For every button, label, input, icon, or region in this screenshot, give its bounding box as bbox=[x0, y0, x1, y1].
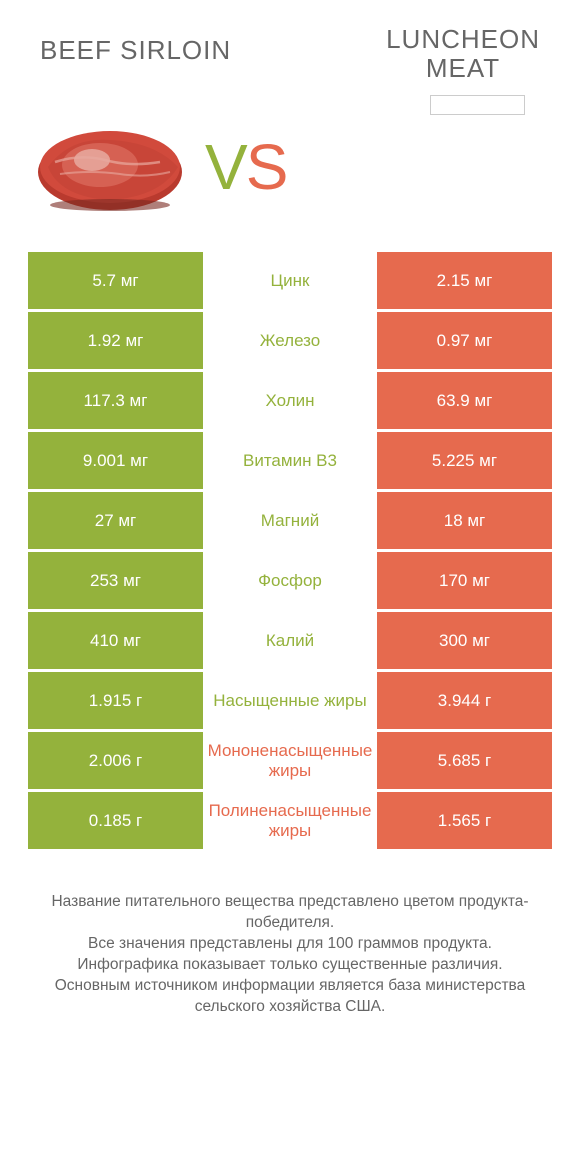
footer-line3: Инфографика показывает только существенн… bbox=[20, 955, 560, 976]
cell-nutrient: Железо bbox=[203, 312, 377, 369]
cell-nutrient: Холин bbox=[203, 372, 377, 429]
cell-right: 3.944 г bbox=[377, 672, 552, 729]
cell-right: 63.9 мг bbox=[377, 372, 552, 429]
cell-nutrient: Калий bbox=[203, 612, 377, 669]
cell-nutrient: Магний bbox=[203, 492, 377, 549]
cell-nutrient: Насыщенные жиры bbox=[203, 672, 377, 729]
cell-right: 170 мг bbox=[377, 552, 552, 609]
cell-left: 5.7 мг bbox=[28, 252, 203, 309]
beef-sirloin-image bbox=[30, 112, 190, 222]
comparison-table: 5.7 мгЦинк2.15 мг1.92 мгЖелезо0.97 мг117… bbox=[28, 252, 552, 849]
footer-line4: Основным источником информации является … bbox=[20, 976, 560, 1018]
cell-left: 27 мг bbox=[28, 492, 203, 549]
cell-nutrient: Мононенасыщенные жиры bbox=[203, 732, 377, 789]
title-left: Beef Sirloin bbox=[40, 25, 231, 66]
cell-left: 9.001 мг bbox=[28, 432, 203, 489]
footer-line1: Название питательного вещества представл… bbox=[20, 892, 560, 934]
cell-left: 253 мг bbox=[28, 552, 203, 609]
cell-left: 1.92 мг bbox=[28, 312, 203, 369]
table-row: 1.92 мгЖелезо0.97 мг bbox=[28, 312, 552, 369]
cell-nutrient: Фосфор bbox=[203, 552, 377, 609]
cell-left: 117.3 мг bbox=[28, 372, 203, 429]
cell-right: 18 мг bbox=[377, 492, 552, 549]
table-row: 27 мгМагний18 мг bbox=[28, 492, 552, 549]
vs-s: S bbox=[246, 131, 287, 203]
cell-nutrient: Витамин B3 bbox=[203, 432, 377, 489]
title-right: Luncheon Meat bbox=[386, 25, 540, 82]
vs-label: VS bbox=[205, 130, 286, 204]
table-row: 1.915 гНасыщенные жиры3.944 г bbox=[28, 672, 552, 729]
cell-nutrient: Цинк bbox=[203, 252, 377, 309]
footer-notes: Название питательного вещества представл… bbox=[0, 852, 580, 1018]
title-right-line2: Meat bbox=[426, 53, 500, 83]
cell-right: 300 мг bbox=[377, 612, 552, 669]
table-row: 117.3 мгХолин63.9 мг bbox=[28, 372, 552, 429]
cell-right: 5.685 г bbox=[377, 732, 552, 789]
title-right-line1: Luncheon bbox=[386, 24, 540, 54]
cell-left: 410 мг bbox=[28, 612, 203, 669]
table-row: 2.006 гМононенасыщенные жиры5.685 г bbox=[28, 732, 552, 789]
cell-nutrient: Полиненасыщенные жиры bbox=[203, 792, 377, 849]
footer-line2: Все значения представлены для 100 граммо… bbox=[20, 934, 560, 955]
cell-right: 2.15 мг bbox=[377, 252, 552, 309]
table-row: 253 мгФосфор170 мг bbox=[28, 552, 552, 609]
cell-left: 0.185 г bbox=[28, 792, 203, 849]
meat-icon bbox=[30, 112, 190, 222]
table-row: 9.001 мгВитамин B35.225 мг bbox=[28, 432, 552, 489]
cell-right: 1.565 г bbox=[377, 792, 552, 849]
vs-v: V bbox=[205, 131, 246, 203]
table-row: 5.7 мгЦинк2.15 мг bbox=[28, 252, 552, 309]
cell-right: 5.225 мг bbox=[377, 432, 552, 489]
cell-left: 2.006 г bbox=[28, 732, 203, 789]
cell-right: 0.97 мг bbox=[377, 312, 552, 369]
missing-image-placeholder bbox=[430, 95, 525, 115]
table-row: 410 мгКалий300 мг bbox=[28, 612, 552, 669]
header: Beef Sirloin Luncheon Meat bbox=[0, 0, 580, 92]
cell-left: 1.915 г bbox=[28, 672, 203, 729]
vs-row: VS bbox=[0, 92, 580, 252]
table-row: 0.185 гПолиненасыщенные жиры1.565 г bbox=[28, 792, 552, 849]
